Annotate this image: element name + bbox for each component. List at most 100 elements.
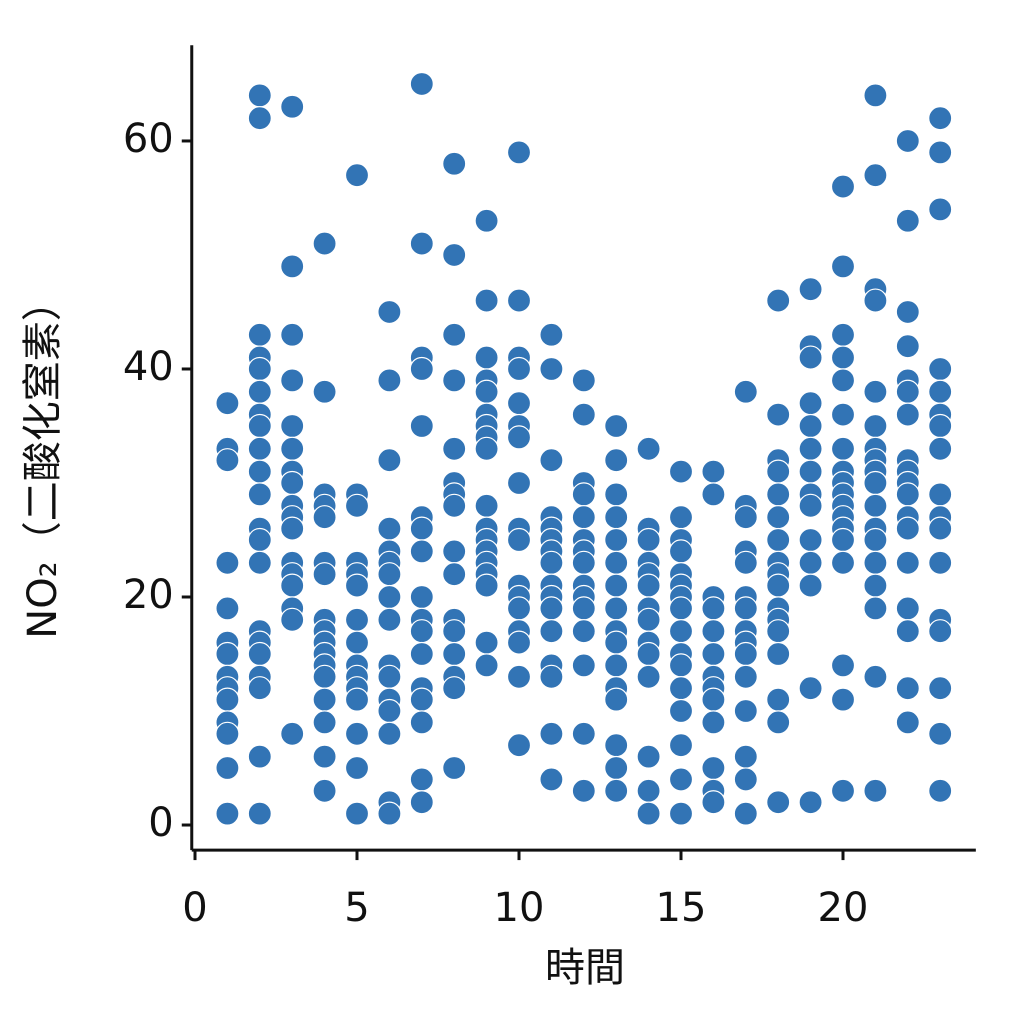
point: [830, 322, 856, 347]
point: [895, 596, 920, 621]
point: [604, 573, 629, 598]
point: [442, 676, 467, 701]
point: [571, 619, 596, 644]
point: [604, 755, 629, 781]
point: [928, 721, 953, 746]
point: [539, 322, 564, 347]
point: [604, 653, 629, 678]
point: [409, 356, 434, 382]
point: [506, 630, 532, 655]
point: [409, 71, 434, 97]
point: [928, 413, 953, 439]
point: [895, 208, 920, 233]
point: [344, 493, 370, 518]
point: [442, 242, 467, 268]
point: [506, 527, 532, 553]
point: [830, 687, 856, 712]
point: [280, 368, 305, 393]
point: [668, 459, 694, 484]
point: [312, 379, 337, 404]
point: [668, 539, 694, 564]
point: [280, 470, 305, 496]
point: [506, 596, 532, 621]
point: [409, 584, 434, 610]
point: [863, 83, 888, 108]
point: [668, 619, 694, 644]
y-tick-label: 20: [123, 572, 174, 618]
point: [571, 721, 596, 746]
point: [409, 641, 434, 667]
point: [247, 459, 272, 484]
point: [604, 413, 629, 439]
y-tick-label: 40: [123, 344, 174, 390]
point: [377, 721, 402, 746]
y-tick-label: 60: [123, 116, 174, 162]
point: [312, 778, 337, 803]
point: [701, 459, 726, 484]
point: [928, 516, 953, 541]
point: [895, 710, 920, 735]
point: [377, 368, 402, 393]
point: [928, 140, 953, 165]
point: [636, 801, 661, 826]
point: [636, 573, 661, 598]
point: [895, 334, 920, 359]
point: [344, 607, 370, 632]
point: [830, 778, 856, 803]
point: [733, 698, 758, 724]
point: [442, 641, 467, 667]
point: [344, 573, 370, 598]
point: [215, 641, 240, 667]
point: [539, 619, 564, 644]
point: [863, 470, 888, 496]
point: [636, 607, 661, 632]
point: [863, 550, 888, 575]
point: [247, 482, 272, 507]
point: [247, 356, 272, 382]
point: [215, 550, 240, 575]
point: [312, 710, 337, 735]
point: [409, 710, 434, 735]
point: [668, 767, 694, 792]
point: [830, 653, 856, 678]
point: [247, 676, 272, 701]
point: [377, 698, 402, 724]
point: [830, 527, 856, 553]
point: [863, 493, 888, 518]
point: [280, 94, 305, 119]
point: [409, 413, 434, 439]
point: [766, 641, 791, 667]
point: [798, 550, 823, 575]
point: [733, 505, 758, 530]
point: [928, 106, 953, 131]
point: [474, 493, 499, 518]
point: [280, 516, 305, 541]
point: [830, 345, 856, 370]
point: [928, 676, 953, 701]
point: [733, 641, 758, 667]
point: [409, 231, 434, 256]
point: [571, 368, 596, 393]
point: [442, 619, 467, 644]
point: [604, 778, 629, 803]
point: [474, 345, 499, 370]
point: [766, 402, 791, 427]
point: [571, 550, 596, 575]
point: [604, 596, 629, 621]
point: [604, 630, 629, 655]
point: [571, 653, 596, 678]
point: [215, 721, 240, 746]
point: [733, 550, 758, 575]
point: [701, 790, 726, 815]
point: [928, 482, 953, 507]
point: [312, 687, 337, 712]
point: [539, 721, 564, 746]
point: [312, 744, 337, 769]
point: [539, 767, 564, 792]
point: [247, 413, 272, 439]
point: [474, 208, 499, 233]
point: [604, 687, 629, 712]
point: [701, 482, 726, 507]
point: [474, 288, 499, 313]
